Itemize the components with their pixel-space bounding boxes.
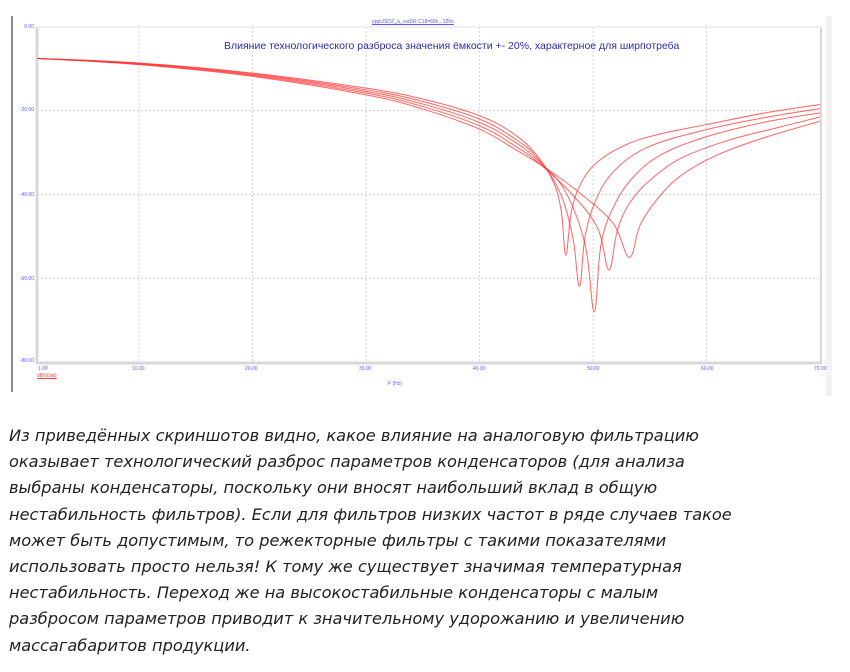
paragraph-line: оказывает технологический разброс параме… [9,452,685,472]
paragraph-line: выбраны конденсаторы, поскольку они внос… [9,478,658,498]
response-curve [36,57,821,288]
x-tick-label: 30.00 [359,366,372,372]
response-curve [36,57,821,313]
x-tick-label: 10.00 [132,366,145,372]
x-tick-label: 1.00 [38,366,48,372]
paragraph-line: нестабильность фильтров). Если для фильт… [9,504,732,524]
paragraph-line: Из приведённых скриншотов видно, какое в… [9,426,699,445]
x-tick-label: 40.00 [473,366,486,372]
response-curve [36,57,821,258]
frame-left-border [11,16,13,392]
y-tick-label: -20.00 [19,107,34,113]
response-curve [36,57,821,256]
paragraph-line: использовать просто нельзя! К тому же су… [9,557,682,577]
y-tick-label: -40.00 [19,192,34,198]
paragraph-line: нестабильность. Переход же на высокостаб… [9,583,659,603]
x-tick-label: 60.00 [701,366,714,372]
legend-series-label[interactable]: dB(xDat) [37,373,57,379]
plot-title: Влияние технологического разброса значен… [224,40,680,52]
y-tick-label: -60.00 [19,276,34,282]
frame-right-shade [826,16,832,396]
x-tick-label: 70.00 [814,366,827,372]
file-label[interactable]: pppUSOZ_a_varDR C18=68n...120n [372,19,454,25]
chart-frame: pppUSOZ_a_varDR C18=68n...120n Влияние т… [11,16,832,396]
paragraph-line: может быть допустимым, то режекторные фи… [9,530,667,550]
x-axis-label: F (Hz) [388,381,402,387]
frequency-response-plot [35,26,822,365]
body-paragraph: Из приведённых скриншотов видно, какое в… [9,423,839,659]
paragraph-line: разбросом параметров приводит к значител… [9,609,685,629]
x-tick-label: 20.00 [245,366,258,372]
y-tick-label: 0.00 [24,24,34,30]
x-tick-label: 50.00 [587,366,600,372]
y-tick-label: -80.00 [19,358,34,364]
response-curve [36,57,821,271]
paragraph-line: массагабаритов продукции. [9,635,251,655]
